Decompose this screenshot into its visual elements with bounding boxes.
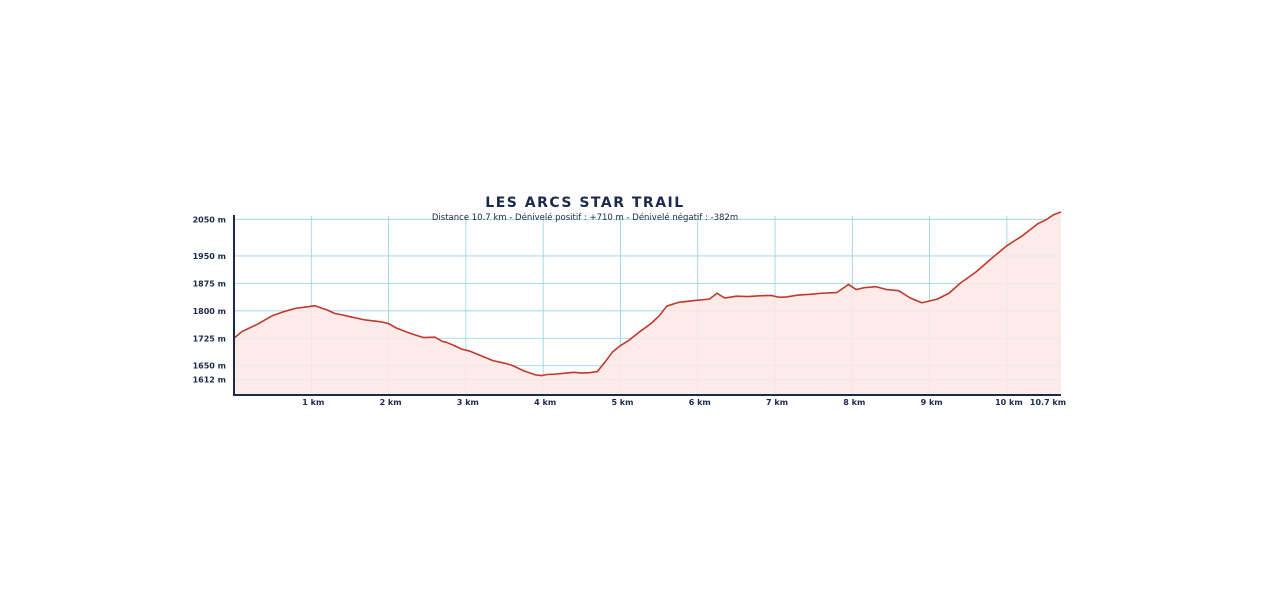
y-tick-labels: 1612 m 1650 m 1725 m 1800 m 1875 m 1950 m 2050… — [193, 215, 226, 384]
y-tick-label: 1725 m — [193, 334, 226, 343]
x-tick-label: 9 km — [921, 398, 943, 407]
y-tick-label: 1875 m — [193, 279, 226, 288]
y-tick-label: 2050 m — [193, 215, 226, 224]
x-tick-label: 6 km — [689, 398, 711, 407]
x-tick-label: 10.7 km — [1030, 398, 1066, 407]
axes — [233, 215, 1061, 396]
x-tick-label: 3 km — [457, 398, 479, 407]
x-tick-label: 4 km — [534, 398, 556, 407]
chart-title: LES ARCS STAR TRAIL — [485, 195, 684, 211]
chart-subtitle: Distance 10.7 km - Dénivelé positif : +7… — [432, 212, 738, 223]
x-tick-label: 7 km — [766, 398, 788, 407]
elevation-line — [233, 211, 1062, 377]
x-tick-label: 5 km — [611, 398, 633, 407]
x-tick-labels: 1 km 2 km 3 km 4 km 5 km 6 km 7 km 8 km 9 km 10 k… — [302, 398, 1066, 407]
y-tick-label: 1950 m — [193, 252, 226, 261]
y-tick-label: 1800 m — [193, 307, 226, 316]
elevation-area — [234, 212, 1061, 395]
x-tick-label: 2 km — [380, 398, 402, 407]
x-tick-label: 1 km — [302, 398, 324, 407]
x-tick-label: 10 km — [995, 398, 1023, 407]
y-tick-label: 1650 m — [193, 362, 226, 371]
x-tick-label: 8 km — [843, 398, 865, 407]
y-tick-label: 1612 m — [193, 376, 226, 385]
